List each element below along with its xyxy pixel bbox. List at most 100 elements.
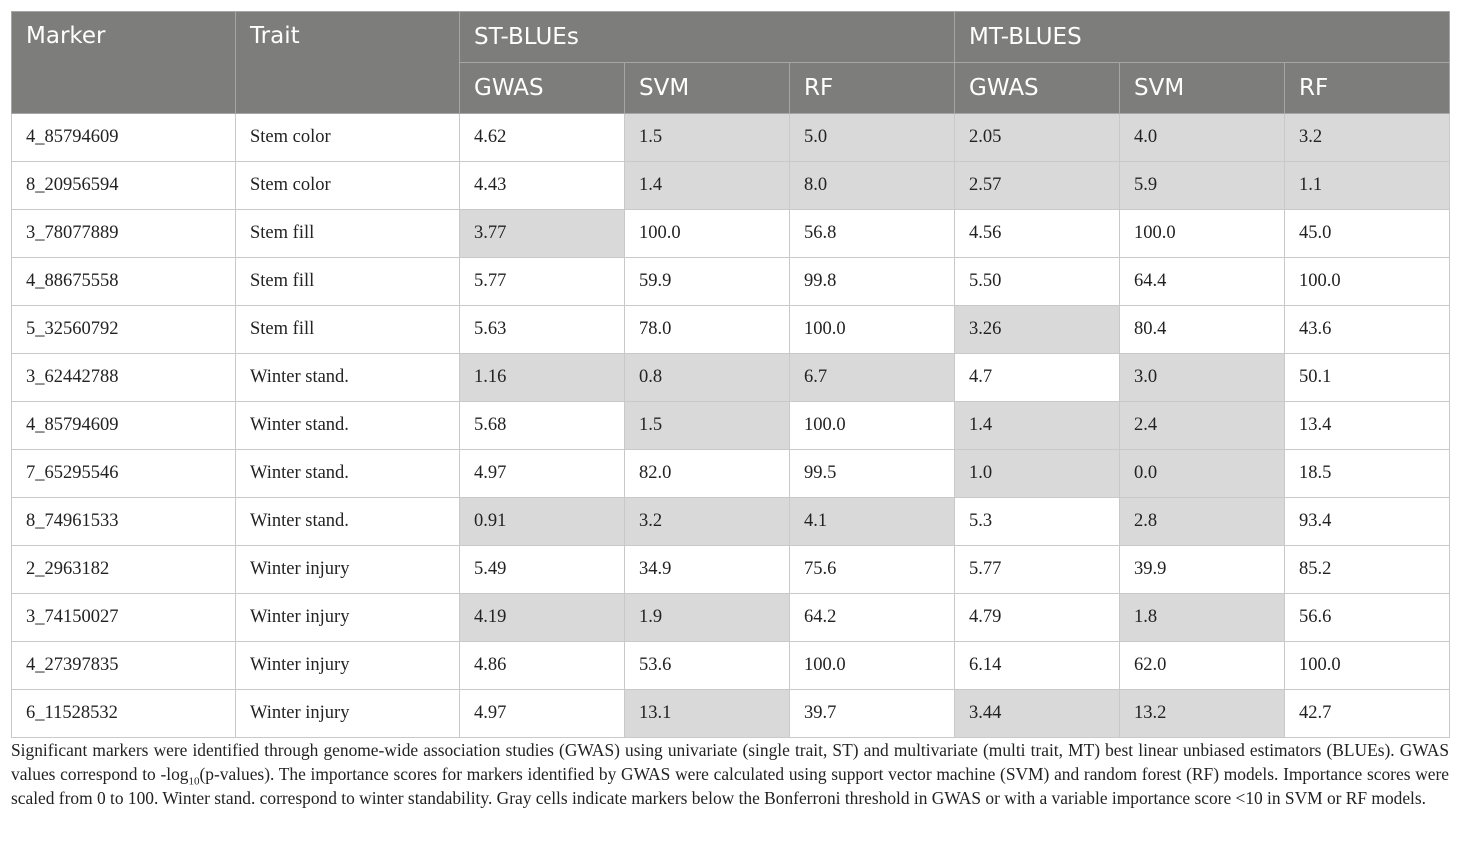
header-st-gwas: GWAS [459, 62, 625, 114]
cell-marker: 7_65295546 [11, 449, 236, 498]
cell-mt-rf: 56.6 [1284, 593, 1451, 642]
cell-st-svm: 0.8 [624, 353, 790, 402]
cell-st-gwas: 4.86 [459, 641, 625, 690]
cell-mt-rf: 85.2 [1284, 545, 1451, 594]
header-mt-gwas: GWAS [954, 62, 1121, 114]
cell-st-svm: 1.4 [624, 161, 790, 210]
cell-trait: Winter stand. [235, 449, 460, 498]
cell-trait: Winter stand. [235, 353, 460, 402]
table-row: 4_85794609 Winter stand. 5.68 1.5 100.0 1.4 2.… [11, 401, 1451, 450]
cell-marker: 2_2963182 [11, 545, 236, 594]
cell-st-svm: 34.9 [624, 545, 790, 594]
table-footnote: Significant markers were identified thro… [11, 738, 1449, 810]
cell-mt-rf: 100.0 [1284, 641, 1451, 690]
cell-st-rf: 4.1 [788, 497, 956, 546]
cell-mt-gwas: 2.05 [954, 113, 1121, 162]
cell-marker: 8_74961533 [11, 497, 236, 546]
cell-mt-rf: 13.4 [1284, 401, 1451, 450]
cell-mt-gwas: 3.26 [954, 305, 1121, 354]
cell-mt-rf: 1.1 [1284, 161, 1451, 210]
cell-st-gwas: 4.19 [459, 593, 625, 642]
cell-st-svm: 3.2 [624, 497, 790, 546]
cell-st-rf: 6.7 [788, 353, 956, 402]
table-row: 4_88675558 Stem fill 5.77 59.9 99.8 5.50 64.4 1… [11, 257, 1451, 306]
cell-mt-rf: 42.7 [1284, 689, 1451, 738]
cell-mt-svm: 13.2 [1119, 689, 1286, 738]
cell-mt-gwas: 4.79 [954, 593, 1121, 642]
cell-mt-svm: 0.0 [1119, 449, 1286, 498]
cell-mt-svm: 62.0 [1119, 641, 1286, 690]
cell-mt-gwas: 3.44 [954, 689, 1121, 738]
cell-marker: 6_11528532 [11, 689, 236, 738]
cell-marker: 3_74150027 [11, 593, 236, 642]
cell-marker: 4_27397835 [11, 641, 236, 690]
cell-marker: 4_85794609 [11, 113, 236, 162]
footnote-subscript: 10 [188, 775, 200, 788]
cell-mt-svm: 5.9 [1119, 161, 1286, 210]
footnote-text-2: (p-values). The importance scores for ma… [11, 764, 1449, 808]
cell-trait: Stem fill [235, 257, 460, 306]
cell-st-gwas: 0.91 [459, 497, 625, 546]
cell-st-svm: 1.5 [624, 401, 790, 450]
cell-marker: 3_78077889 [11, 209, 236, 258]
cell-st-rf: 5.0 [788, 113, 956, 162]
cell-trait: Stem fill [235, 305, 460, 354]
cell-mt-rf: 3.2 [1284, 113, 1451, 162]
header-mt-svm: SVM [1119, 62, 1286, 114]
cell-mt-svm: 1.8 [1119, 593, 1286, 642]
cell-mt-svm: 80.4 [1119, 305, 1286, 354]
cell-st-gwas: 4.62 [459, 113, 625, 162]
header-st-rf: RF [788, 62, 956, 114]
table-header: Marker Trait ST-BLUEs MT-BLUES GWAS SVM … [11, 11, 1451, 114]
cell-mt-svm: 4.0 [1119, 113, 1286, 162]
cell-st-svm: 13.1 [624, 689, 790, 738]
cell-st-gwas: 5.68 [459, 401, 625, 450]
table-row: 3_74150027 Winter injury 4.19 1.9 64.2 4.79 1.… [11, 593, 1451, 642]
cell-mt-gwas: 1.4 [954, 401, 1121, 450]
cell-st-gwas: 4.97 [459, 689, 625, 738]
table-row: 4_85794609 Stem color 4.62 1.5 5.0 2.05 4.0 3.2 [11, 113, 1451, 162]
cell-mt-rf: 45.0 [1284, 209, 1451, 258]
cell-mt-rf: 18.5 [1284, 449, 1451, 498]
cell-mt-gwas: 6.14 [954, 641, 1121, 690]
table-row: 8_74961533 Winter stand. 0.91 3.2 4.1 5.3 2.8 9… [11, 497, 1451, 546]
cell-st-rf: 64.2 [788, 593, 956, 642]
table-row: 7_65295546 Winter stand. 4.97 82.0 99.5 1.0 0.… [11, 449, 1451, 498]
cell-mt-gwas: 4.56 [954, 209, 1121, 258]
cell-st-svm: 59.9 [624, 257, 790, 306]
footnote-text-1: Significant markers were identified thro… [11, 740, 1449, 784]
cell-mt-gwas: 2.57 [954, 161, 1121, 210]
cell-mt-svm: 2.8 [1119, 497, 1286, 546]
cell-trait: Winter injury [235, 641, 460, 690]
table-row: 4_27397835 Winter injury 4.86 53.6 100.0 6.14… [11, 641, 1451, 690]
cell-marker: 3_62442788 [11, 353, 236, 402]
header-marker: Marker [11, 11, 236, 114]
cell-st-rf: 100.0 [788, 641, 956, 690]
table-row: 3_78077889 Stem fill 3.77 100.0 56.8 4.56 100.… [11, 209, 1451, 258]
cell-mt-rf: 50.1 [1284, 353, 1451, 402]
cell-st-rf: 8.0 [788, 161, 956, 210]
cell-mt-rf: 93.4 [1284, 497, 1451, 546]
cell-st-gwas: 5.77 [459, 257, 625, 306]
cell-mt-svm: 3.0 [1119, 353, 1286, 402]
cell-st-rf: 99.8 [788, 257, 956, 306]
table-row: 6_11528532 Winter injury 4.97 13.1 39.7 3.44 1… [11, 689, 1451, 738]
cell-st-gwas: 5.63 [459, 305, 625, 354]
table-body: 4_85794609 Stem color 4.62 1.5 5.0 2.05 4.0 3.2… [11, 113, 1451, 738]
table-row: 3_62442788 Winter stand. 1.16 0.8 6.7 4.7 3.0 5… [11, 353, 1451, 402]
cell-mt-svm: 64.4 [1119, 257, 1286, 306]
cell-st-svm: 100.0 [624, 209, 790, 258]
cell-trait: Winter injury [235, 545, 460, 594]
cell-marker: 4_85794609 [11, 401, 236, 450]
cell-marker: 4_88675558 [11, 257, 236, 306]
results-table: Marker Trait ST-BLUEs MT-BLUES GWAS SVM … [11, 11, 1451, 738]
cell-marker: 5_32560792 [11, 305, 236, 354]
table-row: 2_2963182 Winter injury 5.49 34.9 75.6 5.77 39… [11, 545, 1451, 594]
table-row: 8_20956594 Stem color 4.43 1.4 8.0 2.57 5.9 1.1 [11, 161, 1451, 210]
cell-trait: Stem fill [235, 209, 460, 258]
cell-st-svm: 82.0 [624, 449, 790, 498]
header-mt-blues: MT-BLUES [954, 11, 1451, 63]
table-row: 5_32560792 Stem fill 5.63 78.0 100.0 3.26 80.4… [11, 305, 1451, 354]
header-st-blues: ST-BLUEs [458, 11, 956, 63]
header-st-svm: SVM [624, 62, 790, 114]
